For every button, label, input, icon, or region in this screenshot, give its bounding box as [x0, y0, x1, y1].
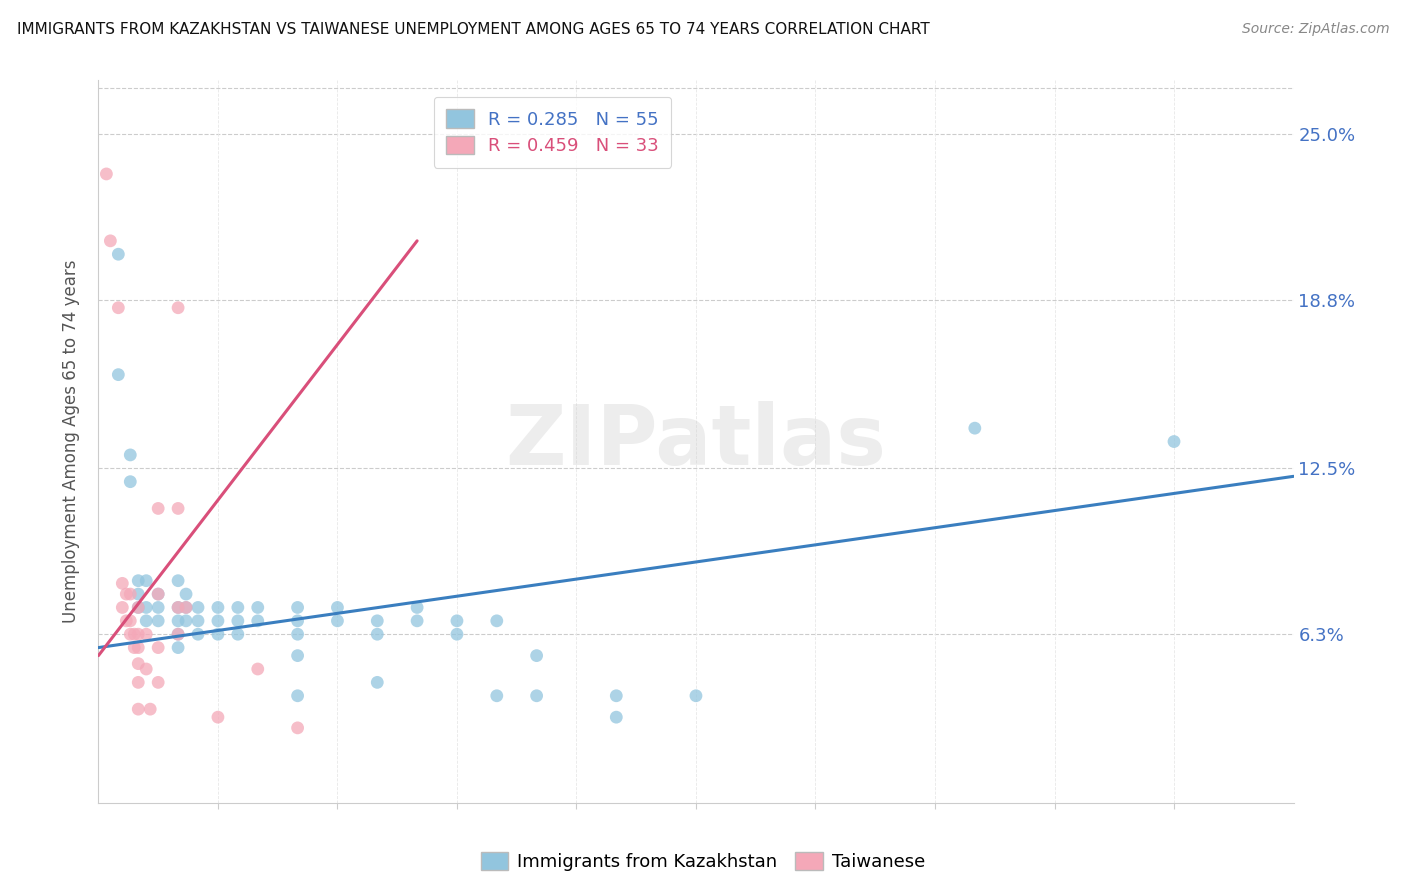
Point	[148, 587, 170, 601]
Point	[366, 614, 388, 628]
Point	[148, 675, 170, 690]
Point	[485, 614, 508, 628]
Point	[287, 627, 309, 641]
Point	[246, 600, 269, 615]
Point	[115, 587, 138, 601]
Point	[107, 247, 129, 261]
Point	[963, 421, 986, 435]
Point	[226, 627, 249, 641]
Point	[127, 574, 149, 588]
Point	[127, 640, 149, 655]
Point	[685, 689, 707, 703]
Point	[127, 702, 149, 716]
Point	[187, 627, 209, 641]
Point	[605, 689, 627, 703]
Point	[167, 627, 190, 641]
Point	[485, 689, 508, 703]
Point	[148, 600, 170, 615]
Point	[226, 600, 249, 615]
Point	[167, 501, 190, 516]
Point	[120, 475, 142, 489]
Point	[287, 600, 309, 615]
Point	[107, 368, 129, 382]
Point	[446, 627, 468, 641]
Point	[148, 614, 170, 628]
Legend: Immigrants from Kazakhstan, Taiwanese: Immigrants from Kazakhstan, Taiwanese	[474, 845, 932, 879]
Point	[366, 627, 388, 641]
Point	[287, 721, 309, 735]
Point	[135, 600, 157, 615]
Point	[287, 614, 309, 628]
Point	[107, 301, 129, 315]
Point	[174, 614, 197, 628]
Point	[326, 600, 349, 615]
Point	[174, 600, 197, 615]
Point	[167, 574, 190, 588]
Point	[207, 614, 229, 628]
Point	[406, 600, 429, 615]
Point	[246, 614, 269, 628]
Point	[526, 689, 548, 703]
Point	[167, 301, 190, 315]
Point	[120, 448, 142, 462]
Point	[187, 614, 209, 628]
Point	[226, 614, 249, 628]
Point	[406, 614, 429, 628]
Point	[167, 600, 190, 615]
Text: Source: ZipAtlas.com: Source: ZipAtlas.com	[1241, 22, 1389, 37]
Point	[120, 614, 142, 628]
Text: ZIPatlas: ZIPatlas	[506, 401, 886, 482]
Point	[127, 627, 149, 641]
Point	[135, 614, 157, 628]
Point	[135, 574, 157, 588]
Point	[287, 648, 309, 663]
Point	[135, 627, 157, 641]
Point	[120, 587, 142, 601]
Point	[287, 689, 309, 703]
Point	[207, 600, 229, 615]
Point	[207, 710, 229, 724]
Point	[127, 675, 149, 690]
Point	[124, 627, 146, 641]
Point	[446, 614, 468, 628]
Point	[148, 587, 170, 601]
Point	[139, 702, 162, 716]
Point	[174, 600, 197, 615]
Point	[167, 600, 190, 615]
Point	[148, 640, 170, 655]
Point	[174, 587, 197, 601]
Point	[115, 614, 138, 628]
Point	[366, 675, 388, 690]
Point	[246, 662, 269, 676]
Point	[111, 576, 134, 591]
Point	[326, 614, 349, 628]
Point	[127, 657, 149, 671]
Y-axis label: Unemployment Among Ages 65 to 74 years: Unemployment Among Ages 65 to 74 years	[62, 260, 80, 624]
Point	[207, 627, 229, 641]
Point	[96, 167, 118, 181]
Text: IMMIGRANTS FROM KAZAKHSTAN VS TAIWANESE UNEMPLOYMENT AMONG AGES 65 TO 74 YEARS C: IMMIGRANTS FROM KAZAKHSTAN VS TAIWANESE …	[17, 22, 929, 37]
Point	[127, 600, 149, 615]
Point	[187, 600, 209, 615]
Point	[127, 600, 149, 615]
Point	[98, 234, 122, 248]
Point	[124, 640, 146, 655]
Point	[127, 587, 149, 601]
Point	[148, 501, 170, 516]
Point	[167, 614, 190, 628]
Legend: R = 0.285   N = 55, R = 0.459   N = 33: R = 0.285 N = 55, R = 0.459 N = 33	[434, 96, 671, 168]
Point	[605, 710, 627, 724]
Point	[167, 627, 190, 641]
Point	[111, 600, 134, 615]
Point	[526, 648, 548, 663]
Point	[120, 627, 142, 641]
Point	[167, 640, 190, 655]
Point	[135, 662, 157, 676]
Point	[1163, 434, 1185, 449]
